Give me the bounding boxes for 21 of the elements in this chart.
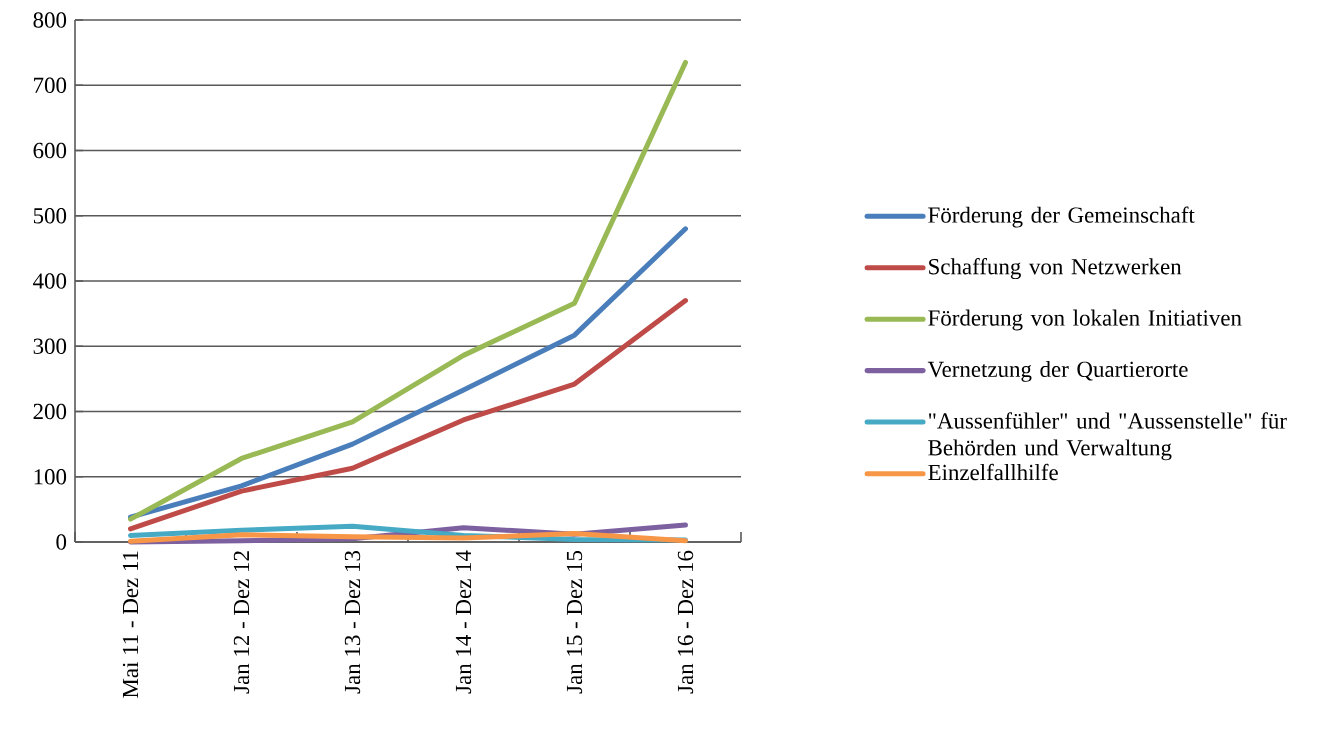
y-tick-label: 100 [34, 469, 67, 485]
y-tick-label: 400 [33, 273, 67, 289]
legend-label: Förderung der Gemeinschaft [928, 206, 1195, 228]
legend-label: Einzelfallhilfe [928, 463, 1058, 481]
y-tick-label: 700 [34, 77, 67, 93]
y-tick-label: 200 [33, 403, 67, 420]
x-tick-label: Jan 13 - Dez 13 [344, 550, 361, 694]
x-tick-label: Jan 15 - Dez 15 [566, 550, 583, 694]
y-tick-label: 600 [33, 142, 67, 159]
x-tick-label: Mai 11 - Dez 11 [122, 551, 139, 698]
x-tick-label: Jan 12 - Dez 12 [233, 551, 250, 694]
legend-label: Schaffung von Netzwerken [929, 258, 1182, 280]
y-tick-label: 800 [33, 12, 67, 28]
x-tick-label: Jan 14 - Dez 14 [455, 550, 472, 694]
legend-label: "Aussenfühler" und "Aussenstelle" für Behörden und Verwaltung [928, 412, 1287, 461]
y-tick-label: 300 [33, 338, 67, 354]
y-tick-label: 500 [33, 208, 67, 224]
legend-label: Vernetzung der Quartierorte [927, 360, 1188, 382]
legend-label: Förderung von lokalen Initiativen [928, 309, 1242, 331]
y-tick-label: 0 [56, 534, 67, 550]
x-tick-label: Jan 16 - Dez 16 [677, 550, 694, 694]
